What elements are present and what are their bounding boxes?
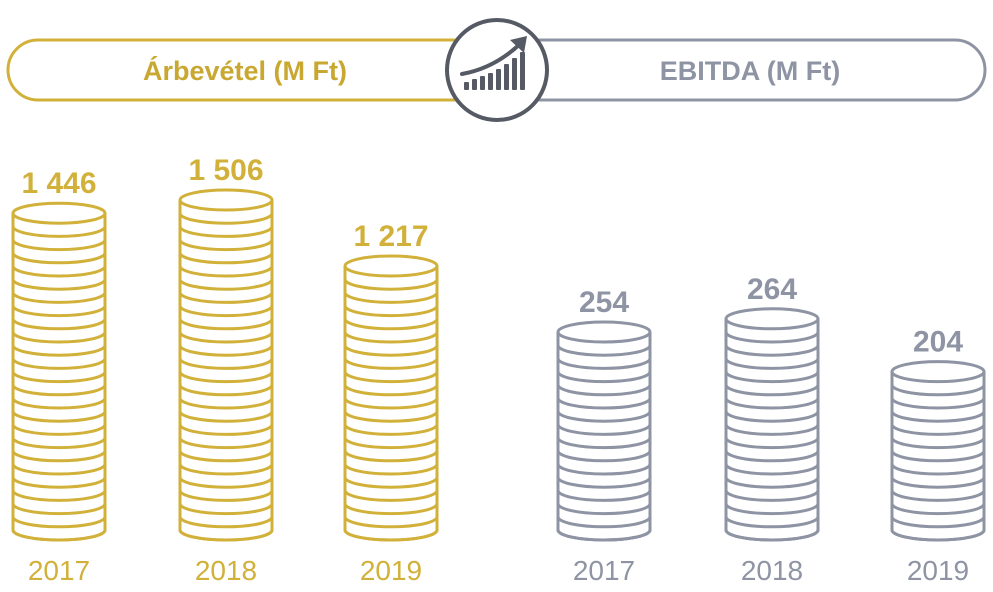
header-banner: Árbevétel (M Ft) EBITDA (M Ft) <box>6 18 987 122</box>
revenue-value-label: 1 217 <box>353 220 428 253</box>
ebitda-header-pill <box>524 38 987 102</box>
ebitda-bar-2019 <box>890 360 986 542</box>
revenue-bar-2017 <box>11 201 107 542</box>
ebitda-value-label: 254 <box>579 286 629 319</box>
growth-chart-icon <box>445 18 549 122</box>
ebitda-value-label: 264 <box>747 273 797 306</box>
ebitda-year-label: 2017 <box>573 555 635 586</box>
ebitda-bar-2017 <box>556 320 652 542</box>
ebitda-bar-2018 <box>724 307 820 542</box>
ebitda-value-label: 204 <box>913 326 963 359</box>
chart-labels: 1 446 2017 1 506 2018 1 217 2019 254 2017 264 201… <box>21 154 969 586</box>
revenue-bar-2019 <box>343 254 439 542</box>
ebitda-year-label: 2019 <box>907 555 969 586</box>
revenue-year-label: 2018 <box>195 555 257 586</box>
revenue-value-label: 1 446 <box>21 167 96 200</box>
ebitda-year-label: 2018 <box>741 555 803 586</box>
revenue-header-pill <box>6 38 470 102</box>
revenue-year-label: 2019 <box>360 555 422 586</box>
chart-plot-area <box>11 188 986 542</box>
ebitda-title: EBITDA (M Ft) <box>660 56 840 86</box>
revenue-bar-2018 <box>178 188 274 542</box>
revenue-year-label: 2017 <box>28 555 90 586</box>
revenue-title: Árbevétel (M Ft) <box>143 55 347 86</box>
revenue-value-label: 1 506 <box>188 154 263 187</box>
